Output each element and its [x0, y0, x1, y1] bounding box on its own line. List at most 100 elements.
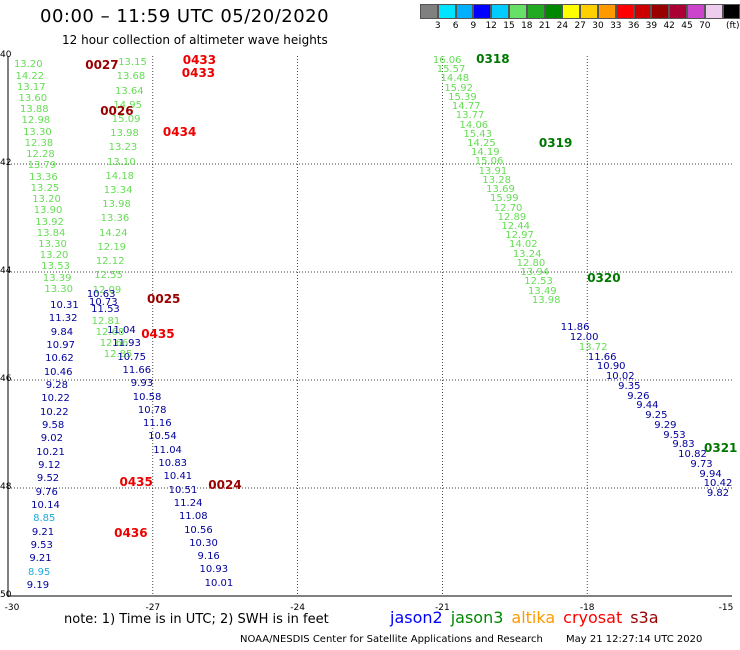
wave-height-value: 13.77: [455, 110, 485, 122]
wave-height-value: 15.92: [444, 82, 473, 94]
wave-height-value: 12.80: [516, 257, 546, 269]
wave-height-value: 10.78: [137, 404, 167, 416]
lon-axis-label: -27: [145, 603, 161, 613]
scale-tick-label: 33: [610, 21, 622, 31]
scale-tick-label: 3: [434, 21, 441, 31]
wave-height-value: 9.02: [40, 433, 63, 445]
wave-height-value: 12.81: [91, 316, 121, 328]
wave-height-value: 9.12: [38, 460, 61, 471]
wave-height-value: 10.42: [703, 478, 733, 490]
wave-height-value: 13.90: [33, 205, 63, 217]
scale-swatch: [420, 4, 438, 19]
wave-height-value: 12.68: [95, 327, 125, 339]
scale-tick-label: 30: [592, 21, 604, 31]
wave-height-value: 10.31: [50, 300, 79, 312]
wave-height-value: 10.22: [41, 393, 70, 405]
wave-height-value: 13.91: [478, 165, 508, 177]
scale-swatch: [508, 4, 527, 19]
wave-height-value: 16.06: [432, 55, 462, 66]
scale-swatch: [633, 4, 652, 19]
color-scale-swatches: [420, 4, 740, 19]
wave-height-value: 14.18: [105, 170, 135, 182]
scale-swatch: [473, 4, 492, 19]
footer: NOAA/NESDIS Center for Satellite Applica…: [240, 634, 702, 645]
wave-height-value: 14.19: [470, 147, 500, 159]
legend-item-altika: altika: [511, 608, 556, 627]
pass-time-label: 0435: [119, 475, 153, 490]
scale-tick-label: 39: [645, 21, 658, 31]
wave-height-value: 13.34: [103, 185, 133, 197]
legend-item-jason2: jason2: [390, 608, 443, 627]
wave-height-value: 13.25: [30, 182, 60, 194]
scale-swatch: [704, 4, 723, 19]
lat-axis-label: 40: [0, 50, 12, 60]
wave-height-value: 13.20: [13, 59, 43, 71]
wave-height-value: 13.23: [108, 142, 138, 154]
wave-height-value: 11.24: [173, 497, 203, 509]
wave-height-value: 13.92: [35, 216, 64, 228]
pass-time-label: 0433: [181, 65, 216, 80]
wave-height-value: 13.24: [512, 248, 542, 260]
lat-axis-label: 46: [0, 374, 12, 384]
scale-tick-label: 45: [681, 21, 693, 31]
wave-height-value: 15.99: [489, 193, 519, 205]
wave-height-value: 11.86: [560, 322, 590, 334]
wave-height-value: 13.60: [18, 93, 48, 105]
scale-tick-label: 42: [663, 21, 675, 31]
wave-height-value: 12.53: [524, 276, 553, 288]
wave-height-value: 9.21: [31, 526, 55, 538]
wave-height-value: 14.22: [15, 70, 45, 82]
wave-height-value: 10.63: [86, 289, 116, 301]
lon-axis-label: -15: [718, 603, 734, 613]
wave-height-value: 13.10: [107, 156, 136, 168]
wave-height-value: 13.36: [100, 213, 130, 225]
wave-height-value: 13.39: [42, 272, 72, 284]
wave-height-value: 12.28: [26, 149, 55, 161]
lat-axis-label: 42: [0, 158, 12, 168]
wave-height-value: 13.20: [32, 194, 61, 206]
lon-axis-label: -30: [4, 603, 20, 613]
scale-tick-label: 27: [574, 21, 586, 31]
scale-tick-label: 18: [521, 21, 533, 31]
wave-height-value: 10.02: [605, 371, 635, 383]
wave-height-value: 10.21: [36, 446, 65, 458]
wave-height-value: 10.82: [678, 449, 707, 461]
wave-height-value: 13.98: [531, 294, 561, 306]
wave-height-value: 9.44: [636, 400, 659, 412]
wave-height-value: 11.66: [122, 364, 152, 376]
wave-height-value: 9.84: [50, 326, 74, 338]
scale-swatch: [491, 4, 509, 19]
wave-height-value: 14.77: [451, 101, 481, 113]
wave-height-value: 11.32: [48, 313, 78, 325]
legend-item-cryosat: cryosat: [563, 608, 623, 627]
wave-height-value: 15.06: [474, 156, 504, 168]
legend-item-s3a: s3a: [630, 608, 659, 627]
wave-height-value: 12.70: [493, 202, 523, 214]
wave-height-value: 12.89: [497, 211, 527, 223]
wave-height-value: 10.30: [189, 537, 218, 549]
scale-swatch: [615, 4, 634, 19]
wave-height-value: 9.28: [45, 380, 69, 392]
wave-height-value: 13.17: [16, 81, 46, 93]
wave-height-value: 11.04: [107, 325, 136, 336]
scale-tick-label: 12: [485, 21, 497, 31]
wave-height-value: 13.79: [27, 160, 57, 172]
note-text: note: 1) Time is in UTC; 2) SWH is in fe…: [64, 612, 329, 627]
wave-height-value: 15.57: [436, 64, 466, 76]
wave-height-value: 10.14: [31, 499, 60, 511]
wave-height-value: 10.62: [45, 353, 74, 365]
wave-height-value: 11.08: [178, 511, 208, 523]
wave-height-value: 13.49: [528, 285, 557, 297]
scale-swatch: [597, 4, 616, 19]
wave-height-value: 13.53: [41, 261, 70, 273]
wave-height-value: 13.36: [29, 171, 58, 183]
color-scale-ticks: 3 6 9 12 15 18 21 24 27 30 33 36 39 42 45 70: [420, 19, 740, 33]
wave-height-value: 9.21: [29, 553, 52, 565]
pass-time-label: 0433: [182, 53, 217, 68]
scale-tick-label: 70: [699, 21, 711, 31]
wave-height-value: 10.83: [158, 458, 188, 469]
wave-height-value: 12.19: [97, 241, 127, 253]
pass-time-label: 0027: [85, 58, 119, 73]
wave-height-value: 13.84: [36, 227, 66, 239]
